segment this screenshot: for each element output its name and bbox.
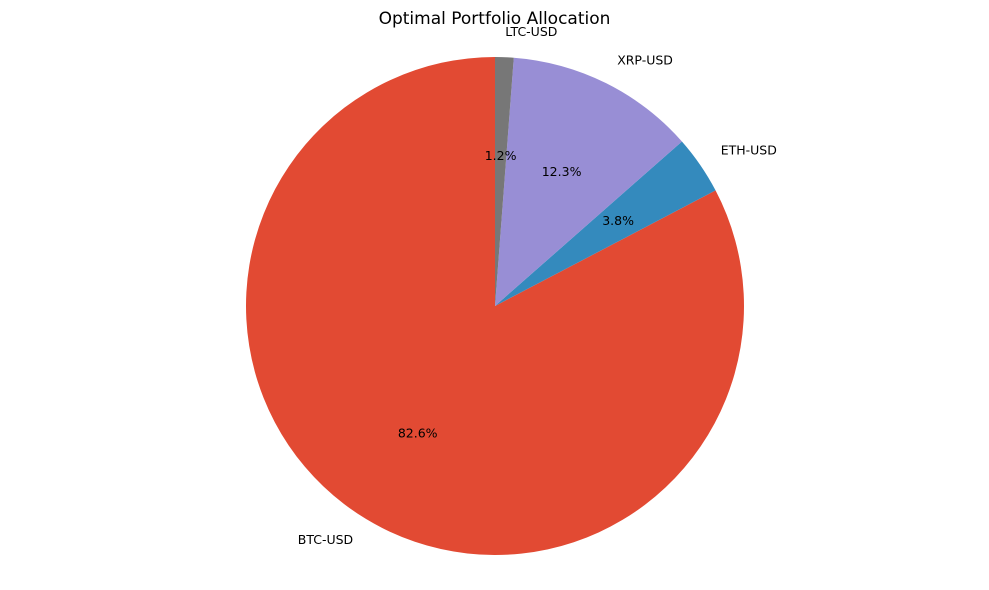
slice-pct-ltc-usd: 1.2%: [485, 148, 517, 163]
pie-slice-btc-usd: [246, 57, 745, 555]
slice-label-btc-usd: BTC-USD: [298, 532, 353, 547]
pie-slice-eth-usd: [495, 141, 716, 306]
slice-pct-xrp-usd: 12.3%: [542, 164, 582, 179]
slice-label-xrp-usd: XRP-USD: [617, 52, 673, 67]
pie-slices: [246, 57, 745, 555]
pie-slice-xrp-usd: [495, 57, 682, 307]
slice-pct-eth-usd: 3.8%: [602, 213, 634, 228]
pie-labels: BTC-USD 82.6% ETH-USD 3.8% XRP-USD 12.3% LTC-U…: [298, 24, 777, 547]
slice-label-eth-usd: ETH-USD: [721, 142, 777, 157]
slice-pct-btc-usd: 82.6%: [398, 425, 438, 440]
chart-title: Optimal Portfolio Allocation: [379, 9, 611, 29]
pie-slice-ltc-usd: [495, 57, 514, 306]
slice-label-ltc-usd: LTC-USD: [505, 24, 557, 39]
